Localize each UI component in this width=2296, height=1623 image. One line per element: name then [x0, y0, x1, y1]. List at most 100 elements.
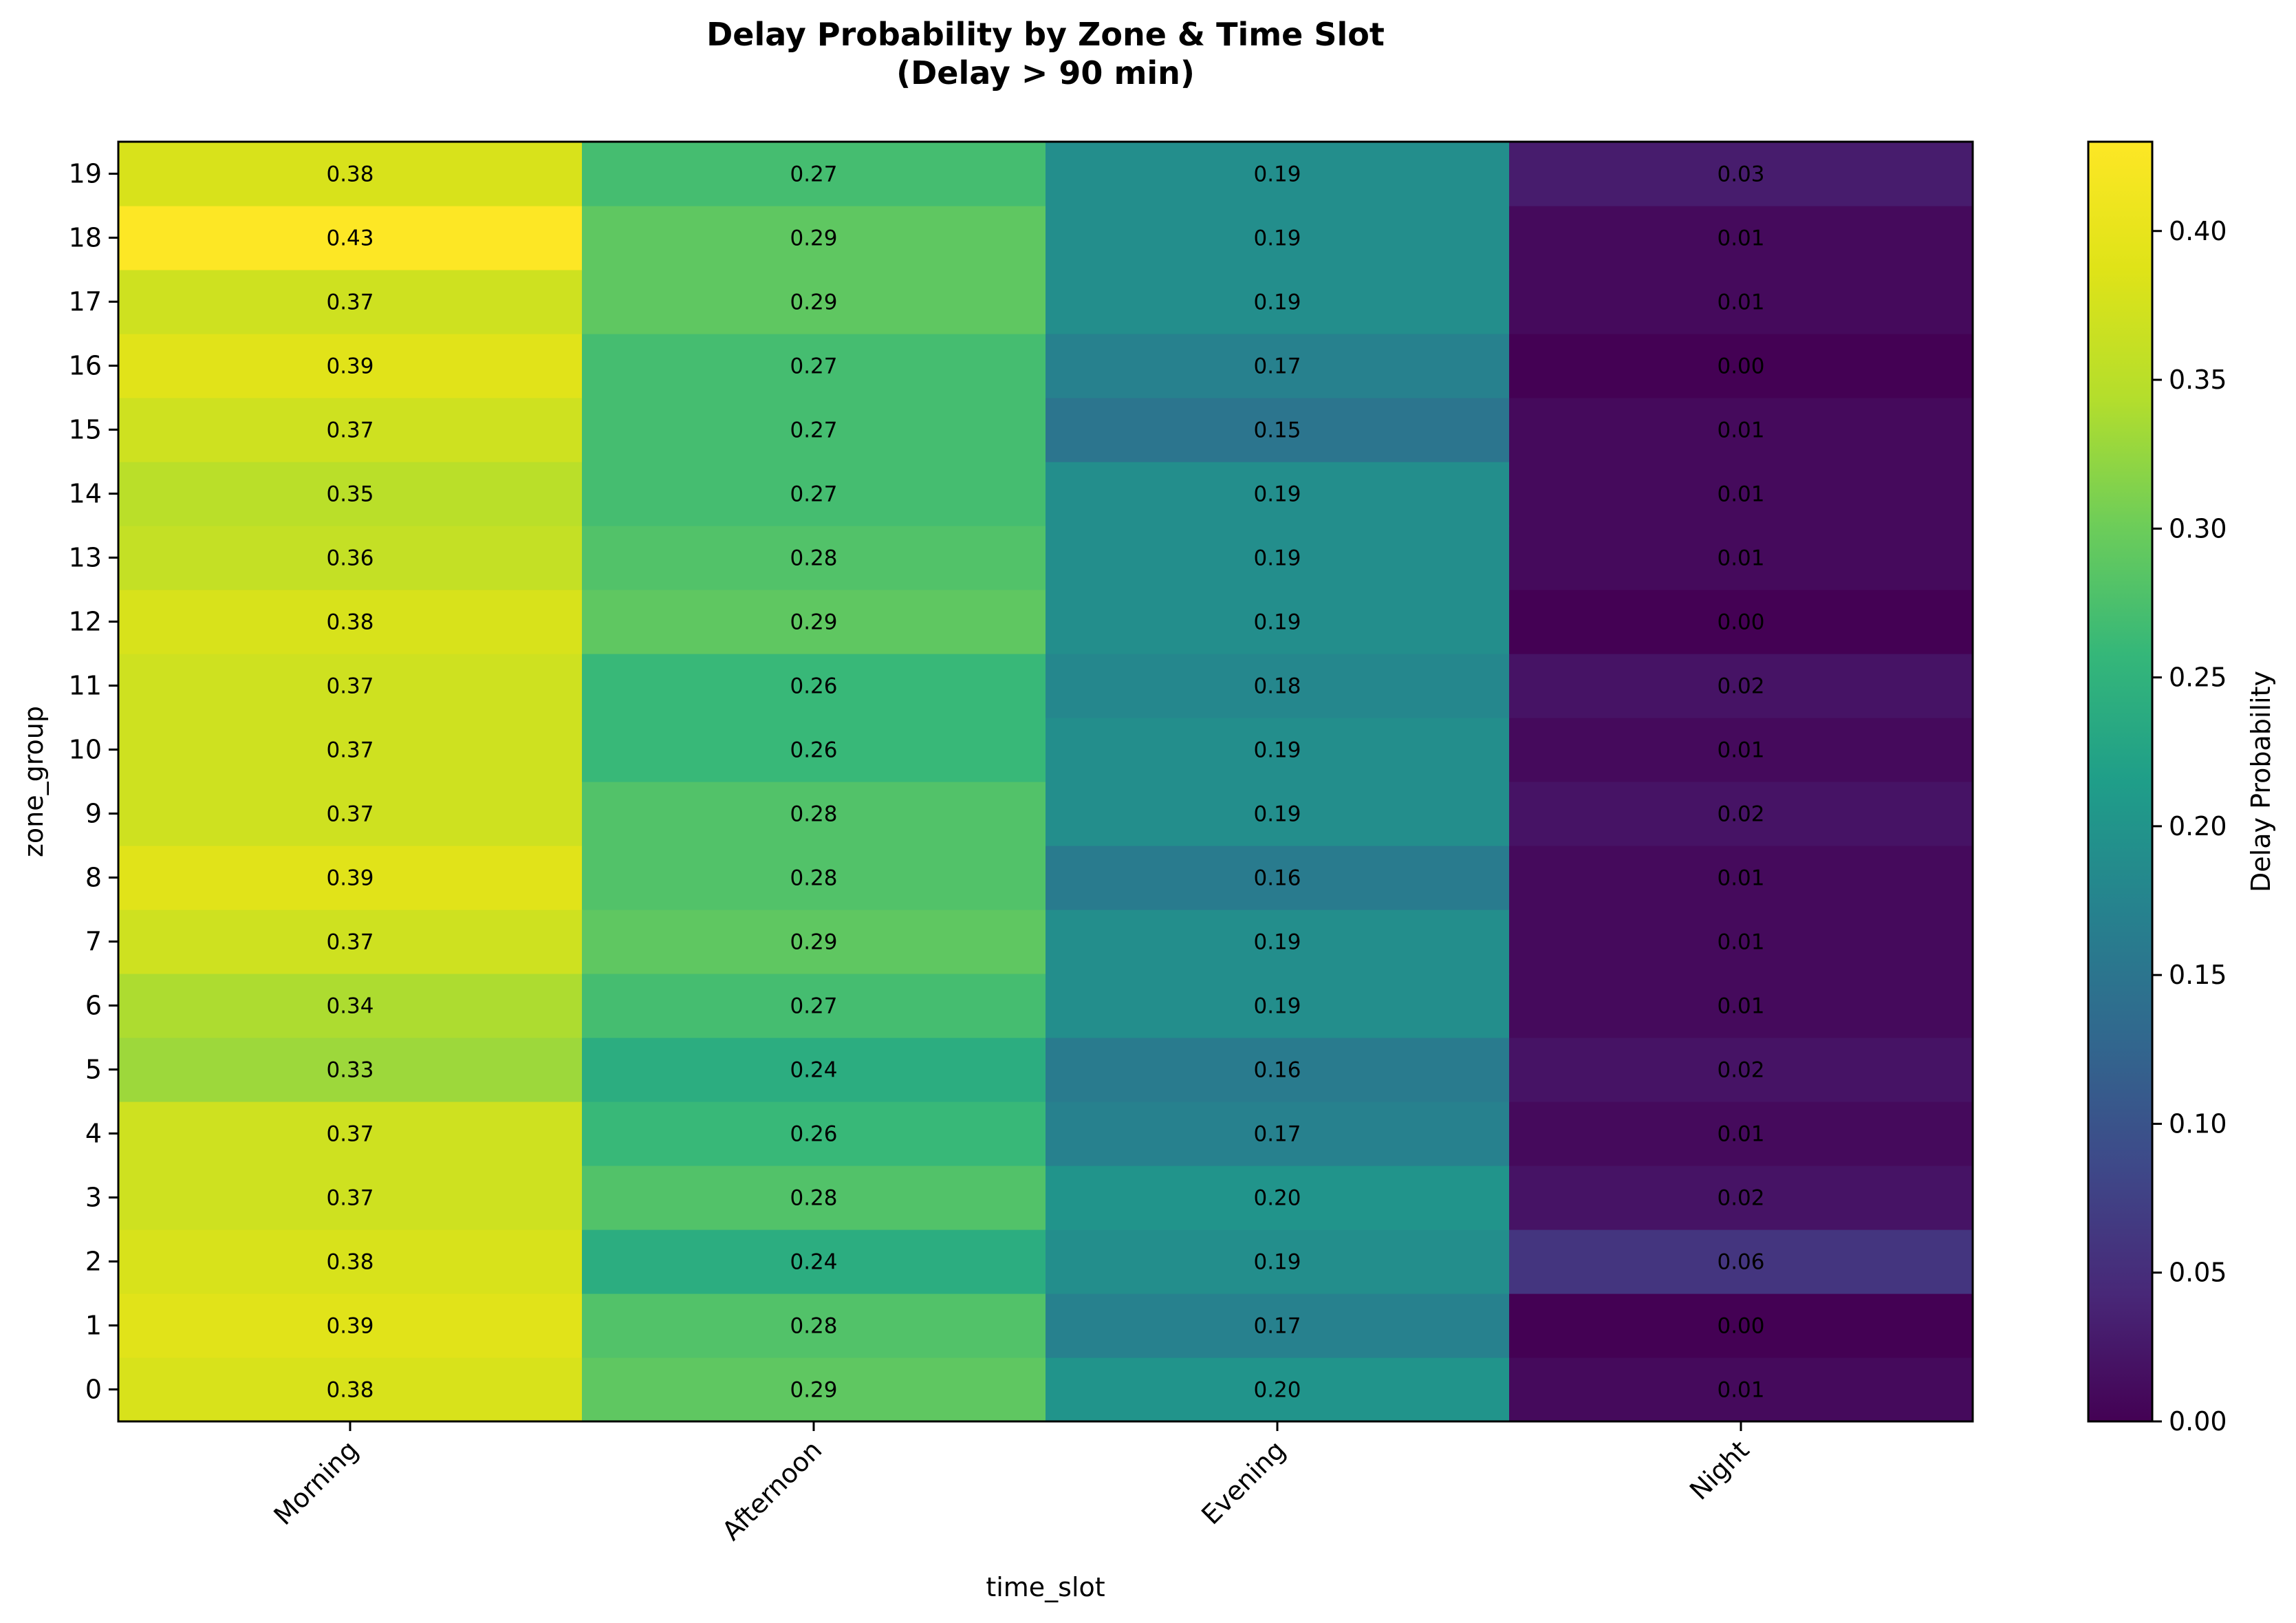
- cell-value-label: 0.26: [790, 1122, 837, 1147]
- heatmap-cell: [118, 974, 583, 1038]
- heatmap-cell: [1046, 974, 1510, 1038]
- heatmap-cells: [118, 142, 1973, 1422]
- x-axis-label: time_slot: [986, 1572, 1105, 1602]
- heatmap-cell: [118, 1101, 583, 1166]
- y-axis-label: zone_group: [19, 706, 49, 857]
- heatmap-cell: [1509, 1038, 1973, 1102]
- heatmap-cell: [582, 1229, 1046, 1294]
- heatmap-cell: [118, 782, 583, 846]
- cell-value-label: 0.33: [326, 1058, 373, 1083]
- heatmap-cell: [1509, 1101, 1973, 1166]
- heatmap-cell: [582, 398, 1046, 462]
- heatmap-cell: [582, 526, 1046, 590]
- cell-value-label: 0.01: [1717, 930, 1764, 955]
- heatmap-cell: [1046, 526, 1510, 590]
- heatmap-cell: [118, 398, 583, 462]
- heatmap-cell: [1046, 206, 1510, 270]
- heatmap-cell: [1046, 398, 1510, 462]
- y-tick-label: 6: [85, 991, 102, 1021]
- cell-value-label: 0.28: [790, 802, 837, 827]
- y-tick-label: 17: [69, 287, 102, 317]
- heatmap-cell: [1509, 910, 1973, 974]
- y-tick-label: 15: [69, 415, 102, 445]
- heatmap-cell: [1046, 782, 1510, 846]
- cell-value-label: 0.29: [790, 610, 837, 635]
- cell-value-label: 0.37: [326, 1186, 373, 1211]
- heatmap-cell: [582, 334, 1046, 398]
- cell-value-label: 0.19: [1253, 930, 1301, 955]
- heatmap-cell: [118, 718, 583, 782]
- heatmap-cell: [1509, 462, 1973, 526]
- cell-value-label: 0.02: [1717, 1058, 1764, 1083]
- y-tick-label: 4: [85, 1119, 102, 1149]
- cell-value-label: 0.17: [1253, 1122, 1301, 1147]
- cell-value-label: 0.27: [790, 482, 837, 507]
- cell-value-label: 0.37: [326, 738, 373, 763]
- colorbar-tick-label: 0.40: [2169, 216, 2227, 246]
- cell-value-label: 0.19: [1253, 546, 1301, 571]
- heatmap-cell: [1046, 718, 1510, 782]
- heatmap-cell: [118, 270, 583, 334]
- heatmap-cell: [582, 1038, 1046, 1102]
- heatmap-cell: [1046, 1101, 1510, 1166]
- cell-value-label: 0.26: [790, 674, 837, 699]
- heatmap-cell: [1046, 1229, 1510, 1294]
- heatmap-cell: [1509, 782, 1973, 846]
- cell-value-label: 0.39: [326, 866, 373, 891]
- heatmap-cell: [118, 1229, 583, 1294]
- cell-value-label: 0.27: [790, 994, 837, 1019]
- heatmap-cell: [1509, 846, 1973, 910]
- heatmap-cell: [118, 1357, 583, 1422]
- heatmap-cell: [582, 910, 1046, 974]
- cell-value-label: 0.17: [1253, 354, 1301, 379]
- heatmap-cell: [582, 462, 1046, 526]
- heatmap-cell: [582, 974, 1046, 1038]
- heatmap-cell: [118, 334, 583, 398]
- heatmap-cell: [1509, 718, 1973, 782]
- y-tick-label: 5: [85, 1055, 102, 1085]
- colorbar-tick-label: 0.25: [2169, 663, 2227, 693]
- heatmap-cell: [1509, 206, 1973, 270]
- heatmap-cell: [1046, 910, 1510, 974]
- colorbar-tick-label: 0.10: [2169, 1108, 2227, 1139]
- colorbar-tick-label: 0.05: [2169, 1258, 2227, 1288]
- y-tick-label: 9: [85, 799, 102, 829]
- cell-value-label: 0.37: [326, 930, 373, 955]
- cell-value-label: 0.01: [1717, 290, 1764, 315]
- colorbar-ticks: 0.00 0.05 0.10 0.15 0.20 0.25 0.30 0.35 0.40: [2152, 216, 2227, 1437]
- heatmap-cell: [118, 206, 583, 270]
- colorbar-tick-label: 0.20: [2169, 811, 2227, 841]
- y-tick-label: 2: [85, 1247, 102, 1277]
- heatmap-cell: [1509, 974, 1973, 1038]
- cell-value-label: 0.37: [326, 674, 373, 699]
- cell-value-label: 0.38: [326, 610, 373, 635]
- heatmap-cell: [118, 590, 583, 654]
- x-tick-label: Morning: [268, 1434, 364, 1531]
- cell-value-label: 0.19: [1253, 1250, 1301, 1275]
- plot-frame: [117, 140, 1974, 1423]
- y-tick-label: 13: [69, 543, 102, 573]
- x-tick-label: Afternoon: [716, 1434, 827, 1546]
- cell-value-label: 0.19: [1253, 738, 1301, 763]
- cell-value-label: 0.39: [326, 354, 373, 379]
- heatmap-cell: [582, 142, 1046, 206]
- heatmap-cell: [1046, 142, 1510, 206]
- cell-value-label: 0.02: [1717, 1186, 1764, 1211]
- y-tick-label: 16: [69, 351, 102, 381]
- chart-title-line2: (Delay > 90 min): [896, 54, 1195, 92]
- heatmap-cell: [1509, 334, 1973, 398]
- heatmap-cell: [1046, 334, 1510, 398]
- y-tick-label: 12: [69, 607, 102, 637]
- cell-value-label: 0.01: [1717, 546, 1764, 571]
- heatmap-cell: [1046, 1165, 1510, 1230]
- y-tick-label: 3: [85, 1183, 102, 1213]
- cell-value-label: 0.19: [1253, 162, 1301, 187]
- y-tick-label: 1: [85, 1311, 102, 1341]
- heatmap-cell: [118, 1038, 583, 1102]
- colorbar-tick-label: 0.00: [2169, 1406, 2227, 1437]
- x-tick-label: Evening: [1195, 1434, 1291, 1530]
- cell-value-label: 0.34: [326, 994, 373, 1019]
- cell-value-label: 0.37: [326, 1122, 373, 1147]
- heatmap-cell: [1509, 590, 1973, 654]
